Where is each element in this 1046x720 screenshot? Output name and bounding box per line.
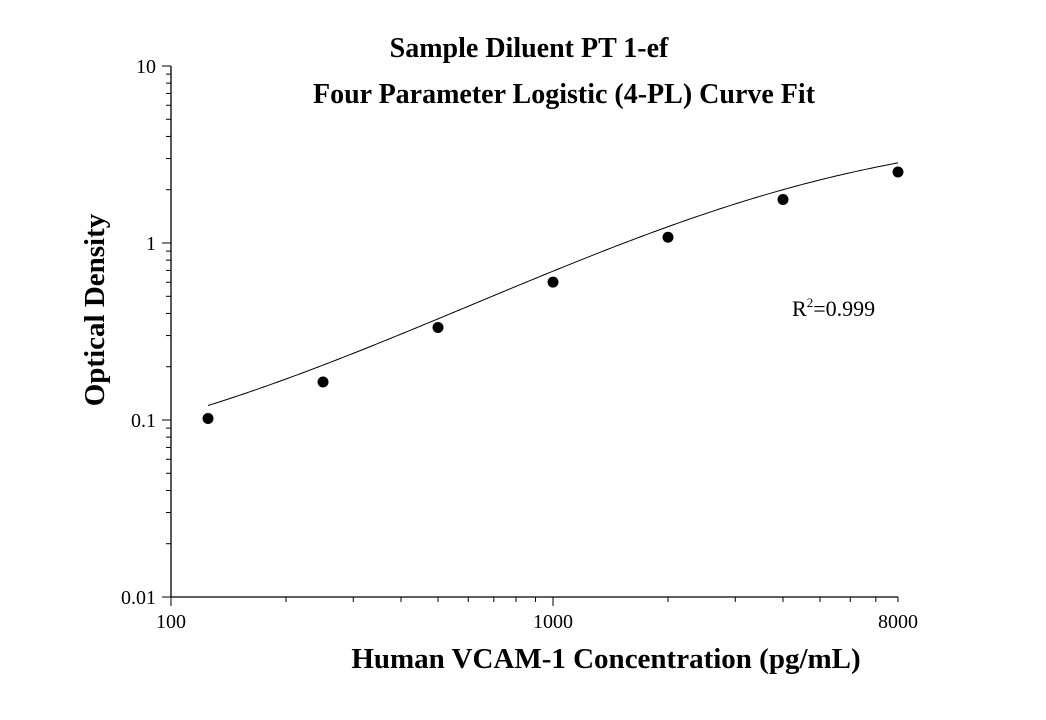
- data-point: [892, 166, 904, 178]
- x-tick-label: 100: [156, 611, 186, 633]
- y-tick-label: 0.1: [131, 410, 156, 432]
- chart-title: Sample Diluent PT 1-ef: [390, 33, 669, 64]
- r-squared-superscript: 2: [807, 295, 814, 310]
- data-points: [202, 166, 904, 424]
- r-squared-annotation: R2=0.999: [792, 295, 875, 321]
- data-point: [432, 322, 444, 334]
- fit-curve: [207, 162, 899, 407]
- plot-axes: [170, 66, 898, 598]
- data-point: [547, 276, 559, 288]
- chart-subtitle: Four Parameter Logistic (4-PL) Curve Fit: [313, 79, 816, 110]
- data-point: [662, 231, 674, 243]
- x-tick-label: 1000: [533, 611, 573, 633]
- data-point: [317, 376, 329, 388]
- r-squared-prefix: R: [792, 296, 807, 321]
- y-axis-label: Optical Density: [79, 213, 111, 406]
- r-squared-value: =0.999: [813, 296, 875, 321]
- x-axis-ticks: 100 1000 8000: [156, 597, 918, 633]
- y-tick-label: 1: [146, 233, 156, 255]
- y-tick-label: 10: [136, 56, 156, 78]
- x-axis-label: Human VCAM-1 Concentration (pg/mL): [351, 643, 860, 675]
- y-tick-label: 0.01: [121, 587, 156, 609]
- data-point: [202, 412, 214, 424]
- data-point: [777, 194, 789, 206]
- y-axis-ticks: 0.01 0.1 1 10: [121, 56, 171, 609]
- x-tick-label: 8000: [878, 611, 918, 633]
